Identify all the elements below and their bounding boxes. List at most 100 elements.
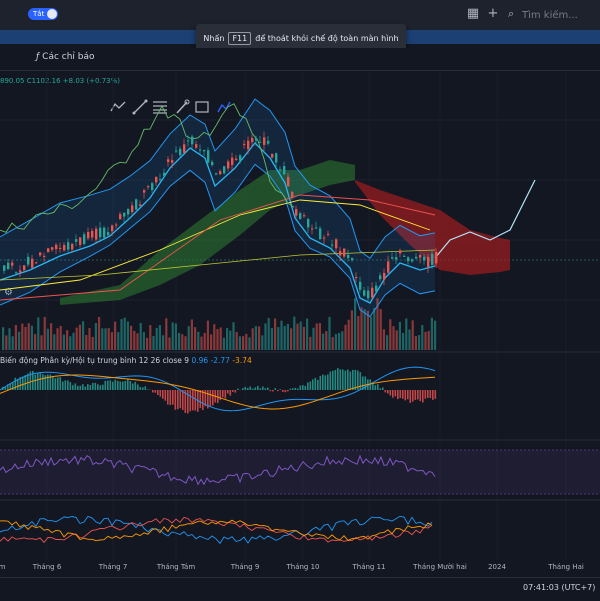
candle-body xyxy=(103,228,105,238)
macd-histogram-bar xyxy=(377,384,379,390)
macd-histogram-bar xyxy=(432,390,434,400)
volume-bar xyxy=(178,333,180,350)
macd-histogram-bar xyxy=(282,390,284,392)
macd-histogram-bar xyxy=(210,390,212,407)
macd-histogram-bar xyxy=(112,382,114,390)
volume-bar xyxy=(188,326,190,350)
volume-bar xyxy=(168,337,170,350)
macd-histogram-bar xyxy=(132,383,134,390)
volume-bar xyxy=(69,336,71,350)
macd-histogram-bar xyxy=(140,387,142,390)
candle-body xyxy=(207,150,209,162)
volume-bar xyxy=(50,323,52,350)
macd-histogram-bar xyxy=(402,390,404,399)
macd-histogram-bar xyxy=(267,388,269,390)
candle-body xyxy=(99,228,101,238)
macd-histogram-bar xyxy=(160,390,162,397)
candle-body xyxy=(119,214,121,219)
macd-histogram-bar xyxy=(405,390,407,400)
candle-body xyxy=(43,256,45,257)
macd-histogram-bar xyxy=(275,388,277,390)
macd-histogram-bar xyxy=(130,381,132,390)
candle-body xyxy=(147,186,149,187)
macd-histogram-bar xyxy=(17,379,19,390)
macd-histogram-bar xyxy=(157,390,159,395)
macd-histogram-bar xyxy=(380,388,382,390)
volume-bar xyxy=(421,325,423,350)
volume-bar xyxy=(341,331,343,350)
macd-histogram-bar xyxy=(395,390,397,396)
macd-histogram-bar xyxy=(200,390,202,408)
macd-histogram-bar xyxy=(97,384,99,390)
candle-body xyxy=(111,225,113,231)
macd-histogram-bar xyxy=(237,389,239,390)
volume-bar xyxy=(284,326,286,350)
volume-bar xyxy=(210,334,212,350)
volume-bar xyxy=(127,322,129,350)
candle-body xyxy=(303,215,305,216)
volume-bar xyxy=(348,320,350,350)
candle-body xyxy=(135,199,137,209)
candle-body xyxy=(167,159,169,162)
volume-bar xyxy=(261,335,263,350)
macd-histogram-bar xyxy=(430,390,432,398)
macd-histogram-bar xyxy=(222,390,224,397)
candle-body xyxy=(399,250,401,253)
candle-body xyxy=(375,286,377,292)
macd-histogram-bar xyxy=(230,390,232,396)
volume-bar xyxy=(354,298,356,350)
candle-body xyxy=(407,257,409,261)
volume-bar xyxy=(111,332,113,350)
candle-body xyxy=(359,282,361,290)
candle-body xyxy=(271,154,273,158)
volume-bar xyxy=(242,336,244,350)
macd-histogram-bar xyxy=(315,378,317,390)
macd-histogram-bar xyxy=(170,390,172,405)
macd-histogram-bar xyxy=(110,380,112,390)
macd-histogram-bar xyxy=(252,389,254,390)
candle-body xyxy=(343,249,345,257)
volume-bar xyxy=(274,319,276,350)
candle-body xyxy=(163,173,165,176)
candle-body xyxy=(179,149,181,155)
macd-histogram-bar xyxy=(192,390,194,410)
volume-bar xyxy=(383,329,385,350)
volume-bar xyxy=(37,317,39,350)
volume-bar xyxy=(197,332,199,350)
macd-histogram-bar xyxy=(365,376,367,390)
volume-bar xyxy=(72,333,74,350)
volume-bar xyxy=(5,335,7,350)
volume-bar xyxy=(280,321,282,350)
macd-pane xyxy=(0,367,436,413)
volume-bar xyxy=(380,309,382,350)
candle-body xyxy=(199,150,201,151)
candle-body xyxy=(379,275,381,279)
candle-body xyxy=(371,288,373,298)
volume-bar xyxy=(149,325,151,350)
volume-bar xyxy=(143,332,145,350)
volume-bar xyxy=(399,322,401,350)
candle-body xyxy=(387,261,389,272)
macd-histogram-bar xyxy=(117,381,119,390)
macd-histogram-bar xyxy=(102,385,104,390)
macd-histogram-bar xyxy=(242,388,244,390)
volume-bar xyxy=(360,307,362,350)
candle-body xyxy=(39,253,41,256)
volume-bar xyxy=(79,325,81,350)
macd-histogram-bar xyxy=(72,385,74,390)
volume-bar xyxy=(82,321,84,350)
macd-histogram-bar xyxy=(335,370,337,390)
candle-body xyxy=(435,252,437,264)
candle-body xyxy=(411,259,413,261)
volume-bar xyxy=(136,333,138,350)
volume-bar xyxy=(34,334,36,350)
candle-body xyxy=(259,142,261,143)
volume-bar xyxy=(392,326,394,350)
volume-bar xyxy=(63,335,65,350)
volume-bar xyxy=(159,325,161,350)
volume-bar xyxy=(312,328,314,350)
volume-bar xyxy=(357,316,359,350)
macd-histogram-bar xyxy=(52,376,54,390)
volume-bar xyxy=(319,323,321,350)
